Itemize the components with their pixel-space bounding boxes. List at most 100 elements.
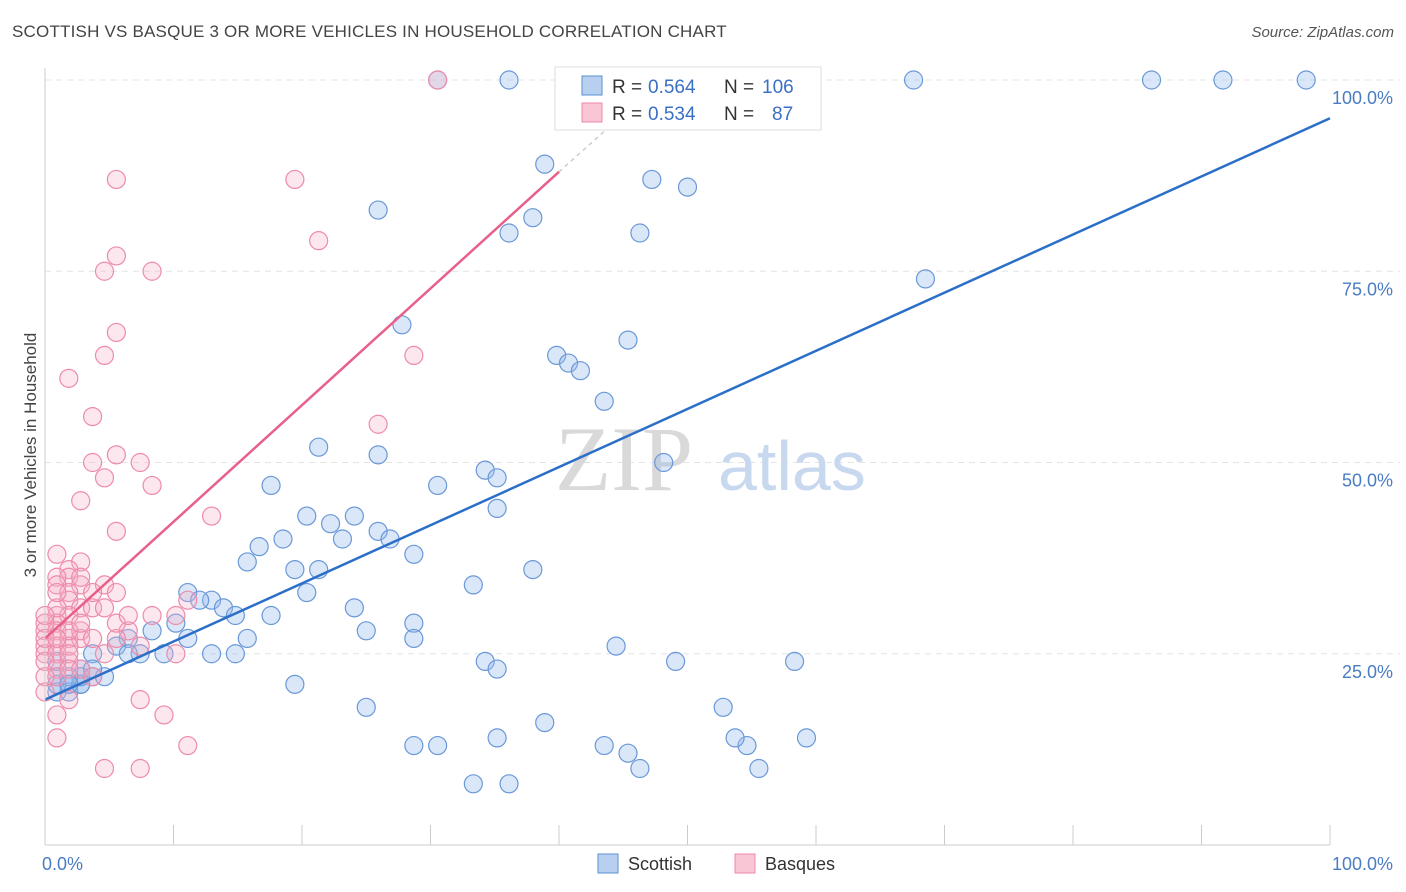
basques-n-value: 87 (772, 104, 793, 125)
basques-point (59, 659, 79, 679)
scottish-point (915, 269, 936, 289)
scottish-point (903, 70, 924, 90)
basques-point (47, 628, 67, 649)
legend-basques-swatch (734, 853, 756, 874)
scottish-swatch (581, 75, 603, 96)
scottish-point (666, 651, 686, 672)
scottish-point (178, 582, 198, 603)
scottish-point (737, 735, 757, 756)
scottish-point (106, 636, 126, 656)
basques-point (106, 613, 126, 633)
scottish-point (344, 506, 364, 526)
basques-point (82, 628, 103, 649)
scottish-point (237, 628, 257, 649)
scottish-point (487, 468, 507, 488)
scottish-point (475, 651, 495, 672)
scottish-point (463, 774, 483, 794)
scottish-point (535, 154, 555, 174)
basques-point (71, 575, 91, 595)
basques-point (118, 621, 138, 641)
scottish-point (547, 345, 567, 365)
scottish-point (499, 774, 519, 794)
basques-point (82, 452, 103, 473)
x-tick-label: 0.0% (42, 854, 83, 874)
y-tick-label: 25.0% (1342, 662, 1393, 682)
scottish-point (332, 529, 353, 549)
scottish-point (594, 391, 614, 411)
basques-n-label: N = (724, 104, 754, 125)
basques-point (368, 414, 388, 434)
gridlines (45, 79, 1400, 655)
scottish-point (618, 330, 638, 350)
scottish-n-label: N = (724, 77, 754, 98)
basques-point (106, 521, 126, 541)
basques-swatch (581, 102, 603, 123)
basques-r-label: R = (612, 104, 642, 125)
basques-point (106, 582, 126, 603)
basques-point (71, 491, 91, 511)
scottish-point (487, 498, 507, 518)
legend-scottish-swatch (597, 853, 619, 874)
scottish-point (523, 208, 543, 228)
y-tick-label: 50.0% (1342, 471, 1393, 491)
basques-point (47, 598, 67, 618)
legend-scottish-label: Scottish (628, 854, 692, 874)
scottish-point (225, 644, 245, 664)
basques-point (106, 246, 126, 266)
basques-point (428, 70, 448, 90)
scottish-point (297, 582, 317, 603)
scottish-point (606, 636, 626, 656)
scottish-point (166, 613, 186, 633)
source-label: Source: ZipAtlas.com (1251, 24, 1394, 41)
basques-point (130, 452, 150, 473)
scottish-point (558, 353, 579, 373)
scottish-point (213, 598, 234, 618)
scottish-point (428, 475, 448, 496)
basques-point (71, 567, 91, 587)
scottish-point (523, 559, 543, 580)
basques-point (82, 407, 103, 427)
scottish-point (368, 521, 388, 541)
scottish-point (356, 697, 376, 717)
basques-point (59, 644, 79, 664)
scottish-r-value: 0.564 (648, 77, 696, 98)
basques-point (178, 590, 198, 610)
scottish-point (618, 743, 638, 763)
basques-point (47, 705, 67, 725)
chart-title: SCOTTISH VS BASQUE 3 OR MORE VEHICLES IN… (12, 22, 727, 41)
scottish-point (487, 659, 507, 679)
trend-lines (44, 117, 1331, 701)
scottish-point (499, 70, 519, 90)
scottish-point (1141, 70, 1162, 90)
basques-point (59, 651, 79, 672)
basques-point (71, 613, 91, 633)
scottish-point (428, 735, 448, 756)
watermark-atlas: atlas (718, 427, 866, 505)
basques-point (166, 644, 186, 664)
basques-point (59, 368, 79, 388)
bottom-legend: Scottish Basques (597, 853, 835, 874)
basques-point (106, 628, 126, 649)
scottish-point (475, 460, 495, 480)
y-tick-label: 100.0% (1332, 88, 1393, 108)
basques-point (47, 575, 67, 595)
scottish-point (1296, 70, 1316, 90)
basques-point (59, 621, 79, 641)
basques-point (94, 758, 115, 779)
basques-point (82, 667, 103, 687)
basques-point (47, 544, 67, 564)
basques-point (94, 598, 115, 618)
y-tick-label: 75.0% (1342, 279, 1393, 299)
scottish-point (356, 621, 376, 641)
scottish-point (344, 598, 364, 618)
scottish-point (1213, 70, 1233, 90)
basques-trend-line (44, 170, 560, 640)
stats-legend: R = 0.564 N = 106 R = 0.534 N = 87 (554, 66, 822, 131)
scottish-point (487, 728, 507, 748)
basques-point (142, 605, 162, 626)
legend-basques-label: Basques (765, 854, 835, 874)
scottish-point (677, 177, 698, 197)
scottish-point (309, 437, 329, 457)
basques-r-value: 0.534 (648, 104, 696, 125)
scottish-point (261, 605, 281, 626)
